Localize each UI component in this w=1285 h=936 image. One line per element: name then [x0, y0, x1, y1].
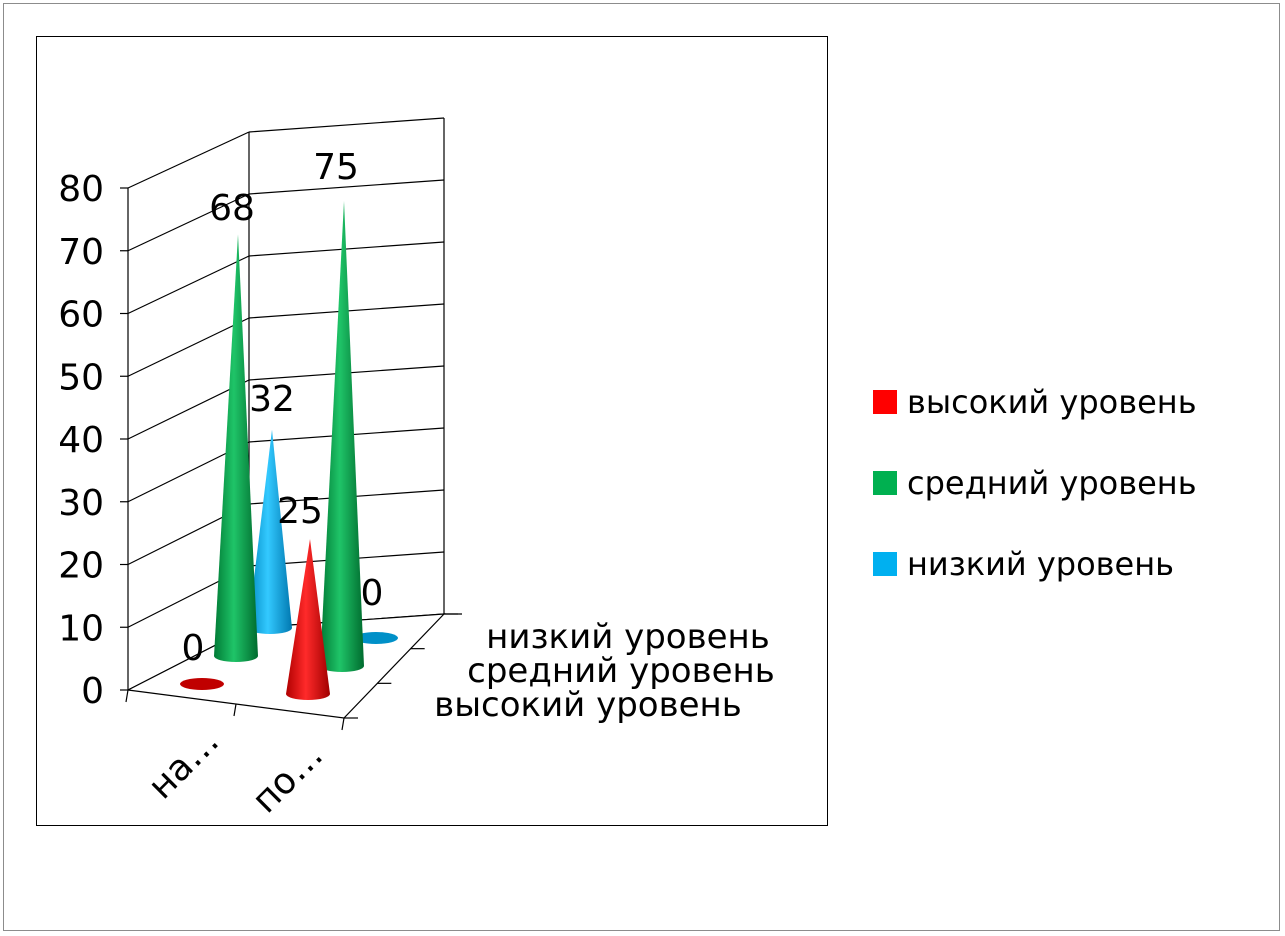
cone-средний уровень: [320, 201, 364, 672]
cone-средний уровень: [214, 234, 258, 662]
legend-label: высокий уровень: [907, 383, 1197, 421]
legend-item: высокий уровень: [873, 382, 1197, 422]
y-tick-label: 20: [58, 546, 104, 587]
data-label: 75: [313, 147, 359, 188]
legend-swatch: [873, 552, 897, 576]
cone-высокий уровень: [286, 539, 330, 700]
cone-низкий уровень: [248, 429, 292, 634]
legend-label: низкий уровень: [907, 545, 1174, 583]
left-wall-gridline: [127, 131, 250, 189]
y-tick-label: 40: [58, 420, 104, 461]
cone-base-низкий уровень: [354, 632, 398, 644]
legend-item: средний уровень: [873, 463, 1197, 503]
y-tick-label: 80: [58, 169, 104, 210]
legend-swatch: [873, 390, 897, 414]
chart-frame: [3, 3, 1280, 931]
left-wall-gridline: [127, 255, 250, 315]
data-label: 0: [182, 628, 205, 669]
y-tick-label: 70: [58, 232, 104, 273]
y-tick-label: 30: [58, 483, 104, 524]
plot-area-border: [36, 36, 828, 826]
x-category-label: на…: [141, 721, 228, 808]
left-wall-gridline: [127, 379, 250, 440]
axes-layer: [120, 117, 462, 731]
marks-layer: [180, 201, 398, 700]
x-tick: [233, 703, 237, 717]
back-wall-gridline: [248, 117, 445, 133]
y-tick-label: 60: [58, 295, 104, 336]
data-label: 0: [361, 573, 384, 614]
legend: высокий уровень средний уровень низкий уро…: [873, 382, 1197, 625]
legend-swatch: [873, 471, 897, 495]
y-tick-label: 50: [58, 357, 104, 398]
left-wall-gridline: [127, 193, 250, 252]
x-tick: [341, 717, 345, 731]
depth-axis-label: средний уровень: [467, 651, 775, 691]
legend-label: средний уровень: [907, 464, 1197, 502]
left-wall-gridline: [127, 317, 250, 377]
data-label: 25: [277, 491, 323, 532]
cone-base-высокий уровень: [180, 678, 224, 690]
y-tick-label: 10: [58, 608, 104, 649]
y-tick-label: 0: [81, 671, 104, 712]
depth-axis-label: высокий уровень: [434, 685, 742, 725]
data-label: 32: [249, 379, 295, 420]
data-label: 68: [209, 188, 255, 229]
back-wall-gridline: [248, 179, 445, 195]
x-tick: [125, 689, 129, 703]
x-category-label: по…: [245, 735, 332, 822]
depth-axis-label: низкий уровень: [486, 617, 770, 657]
legend-item: низкий уровень: [873, 544, 1197, 584]
labels-layer: 0 10 20 30 40 50 60 70 80 0 25 68 75 32 0 на… по… низкий …: [58, 147, 775, 821]
back-wall-gridline: [248, 241, 445, 257]
